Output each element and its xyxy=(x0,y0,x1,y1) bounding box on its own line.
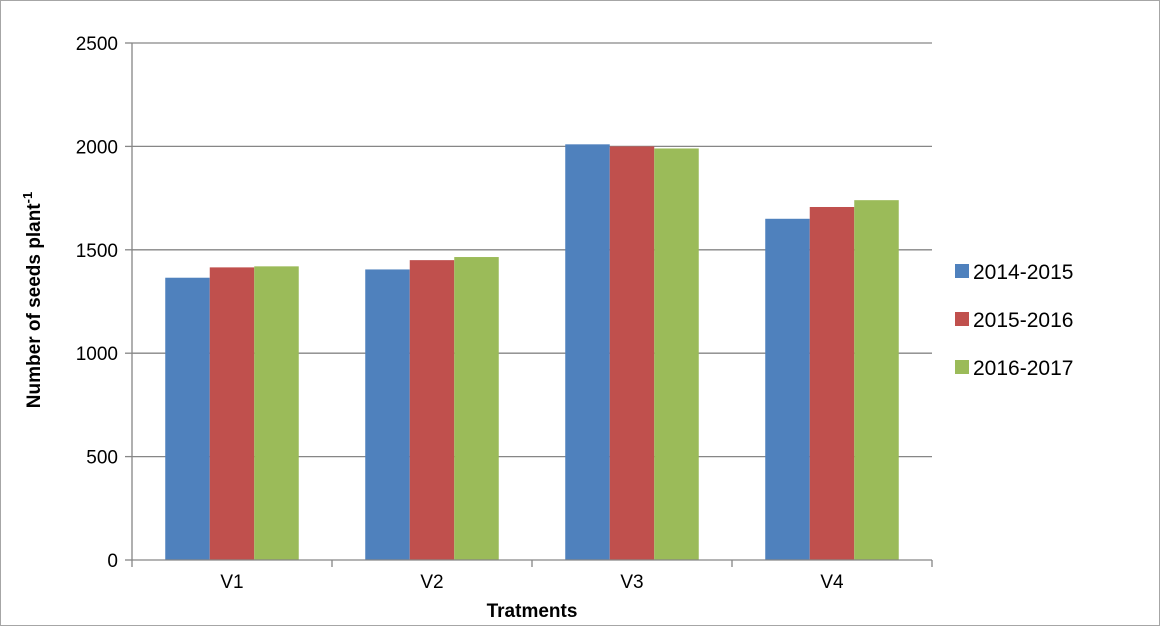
bar-v3-series-3 xyxy=(654,148,699,560)
bar-v4-series-3 xyxy=(854,200,899,560)
bar-v4-series-2 xyxy=(809,206,855,560)
bar-v3-series-2 xyxy=(609,146,655,560)
axes xyxy=(125,42,933,567)
bars xyxy=(165,144,899,560)
y-axis-title: Number of seeds plant-1 xyxy=(20,192,45,408)
bar-v4-series-1 xyxy=(765,218,810,560)
legend-label: 2015-2016 xyxy=(973,309,1073,332)
legend-label: 2014-2015 xyxy=(973,261,1073,284)
legend-swatch xyxy=(955,360,969,374)
y-tick-label: 500 xyxy=(86,448,118,469)
bar-v1-series-3 xyxy=(254,266,299,560)
x-tick-labels: V1 V2 V3 V4 xyxy=(220,572,844,593)
y-tick-label: 2000 xyxy=(76,137,118,158)
bar-v2-series-2 xyxy=(409,260,455,560)
x-tick-label: V2 xyxy=(420,572,443,593)
legend: 2014-2015 2015-2016 2016-2017 xyxy=(955,261,1073,380)
y-tick-labels: 0 500 1000 1500 2000 2500 xyxy=(76,34,118,572)
x-tick-label: V4 xyxy=(820,572,844,593)
y-tick-label: 1000 xyxy=(76,344,118,365)
bar-v2-series-3 xyxy=(454,257,499,560)
legend-swatch xyxy=(955,264,969,278)
bar-v2-series-1 xyxy=(365,269,410,560)
y-tick-label: 0 xyxy=(107,551,118,572)
x-tick-label: V1 xyxy=(220,572,243,593)
y-tick-label: 1500 xyxy=(76,241,118,262)
legend-label: 2016-2017 xyxy=(973,357,1073,380)
bar-v1-series-1 xyxy=(165,277,210,560)
bar-v1-series-2 xyxy=(209,267,255,560)
x-tick-label: V3 xyxy=(620,572,643,593)
y-tick-label: 2500 xyxy=(76,34,118,55)
bar-v3-series-1 xyxy=(565,144,610,560)
x-axis-title: Tratments xyxy=(487,601,578,622)
legend-swatch xyxy=(955,312,969,326)
